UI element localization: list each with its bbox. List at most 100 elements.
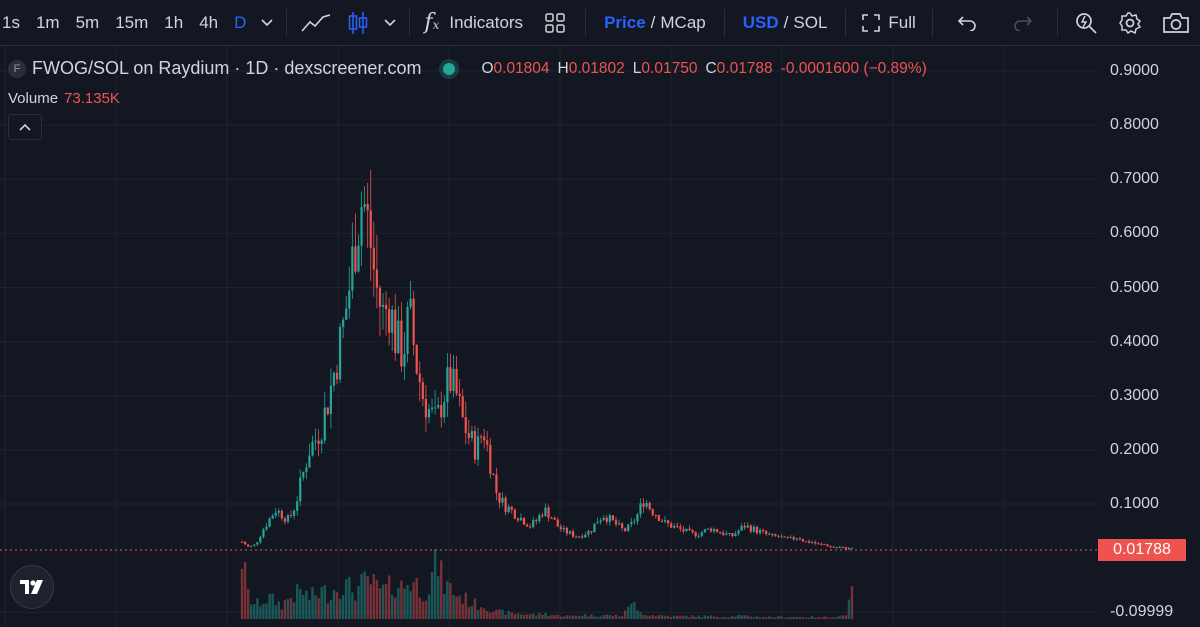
volume-bar bbox=[335, 592, 339, 619]
volume-bar bbox=[780, 616, 783, 619]
volume-bar bbox=[418, 597, 421, 619]
volume-bar bbox=[611, 615, 615, 619]
sol-option[interactable]: SOL bbox=[793, 12, 828, 32]
volume-bar bbox=[473, 598, 477, 619]
volume-bar bbox=[547, 616, 550, 619]
candle bbox=[360, 207, 363, 246]
full-label: Full bbox=[888, 12, 916, 32]
volume-bar bbox=[614, 614, 618, 619]
interval-4h[interactable]: 4h bbox=[199, 12, 219, 32]
volume-bar bbox=[847, 599, 851, 619]
candle bbox=[587, 531, 590, 535]
close-value: 0.01788 bbox=[716, 59, 773, 77]
volume-bar bbox=[584, 614, 587, 619]
candle bbox=[443, 402, 446, 418]
candle bbox=[547, 507, 550, 518]
candle bbox=[280, 510, 283, 519]
candle bbox=[694, 532, 697, 537]
layout-grid-icon[interactable] bbox=[531, 0, 579, 46]
currency-toggle[interactable]: USD / SOL bbox=[731, 0, 840, 46]
candle bbox=[777, 535, 780, 537]
candle bbox=[486, 440, 489, 445]
interval-1m[interactable]: 1m bbox=[35, 12, 60, 32]
interval-15m[interactable]: 15m bbox=[115, 12, 149, 32]
candles-icon[interactable] bbox=[339, 0, 377, 46]
high-value: 0.01802 bbox=[568, 59, 625, 77]
candle bbox=[535, 519, 538, 522]
price-axis[interactable]: 0.9000 0.8000 0.7000 0.6000 0.5000 0.4000 0.30… bbox=[1098, 46, 1200, 627]
interval-1s[interactable]: 1s bbox=[2, 12, 20, 32]
interval-1h[interactable]: 1h bbox=[164, 12, 184, 32]
candle bbox=[449, 367, 452, 391]
line-chart-icon[interactable] bbox=[293, 0, 339, 46]
candle bbox=[789, 537, 792, 539]
price-mcap-toggle[interactable]: Price / MCap bbox=[592, 0, 718, 46]
candle bbox=[421, 382, 424, 399]
candle bbox=[357, 245, 360, 272]
undo-icon[interactable] bbox=[939, 0, 995, 46]
camera-icon[interactable] bbox=[1152, 0, 1200, 46]
candle bbox=[578, 536, 581, 538]
candle bbox=[332, 372, 336, 386]
volume-bar bbox=[433, 549, 437, 619]
fullscreen-button[interactable]: Full bbox=[852, 0, 925, 46]
volume-bar bbox=[289, 597, 293, 619]
candle bbox=[795, 538, 798, 540]
price-option[interactable]: Price bbox=[604, 12, 646, 32]
chevron-down-icon[interactable] bbox=[254, 0, 280, 46]
candle bbox=[801, 539, 805, 542]
volume-bar bbox=[700, 617, 703, 619]
divider bbox=[409, 8, 411, 37]
volume-bar bbox=[636, 610, 639, 619]
candle bbox=[256, 542, 259, 545]
candle bbox=[648, 502, 651, 510]
usd-option[interactable]: USD bbox=[742, 12, 779, 32]
candle bbox=[522, 517, 526, 525]
volume-bar bbox=[838, 615, 841, 619]
candle bbox=[832, 546, 835, 548]
volume-bar bbox=[630, 603, 633, 619]
toggle-slash: / bbox=[783, 12, 789, 32]
tradingview-logo[interactable] bbox=[10, 565, 54, 609]
volume-bar bbox=[369, 584, 372, 619]
open-key: O bbox=[481, 59, 494, 77]
candle bbox=[381, 304, 385, 307]
candle bbox=[363, 204, 366, 208]
quick-search-icon[interactable] bbox=[1064, 0, 1108, 46]
volume-bar bbox=[470, 605, 474, 619]
collapse-legend-button[interactable] bbox=[8, 114, 42, 140]
interval-1d[interactable]: D bbox=[234, 12, 247, 32]
indicators-button[interactable]: fx Indicators bbox=[416, 0, 531, 46]
redo-icon[interactable] bbox=[995, 0, 1051, 46]
candle bbox=[786, 536, 789, 538]
mcap-option[interactable]: MCap bbox=[660, 12, 706, 32]
candle bbox=[838, 547, 841, 549]
volume-bar bbox=[452, 595, 455, 619]
volume-bar bbox=[305, 590, 308, 619]
volume-bar bbox=[841, 615, 845, 619]
interval-5m[interactable]: 5m bbox=[75, 12, 100, 32]
candle bbox=[394, 309, 397, 354]
chevron-down-icon[interactable] bbox=[377, 0, 403, 46]
status-dot-icon bbox=[443, 62, 456, 75]
function-icon: fx bbox=[424, 10, 440, 35]
volume-bar bbox=[718, 617, 722, 619]
gear-icon[interactable] bbox=[1108, 0, 1152, 46]
volume-bar bbox=[685, 615, 688, 619]
volume-bar bbox=[308, 600, 311, 619]
candle bbox=[250, 545, 253, 547]
candle bbox=[568, 531, 572, 534]
price-chart[interactable] bbox=[0, 46, 1098, 627]
candle bbox=[835, 547, 838, 549]
volume-bar bbox=[544, 612, 547, 619]
y-tick-label: 0.3000 bbox=[1110, 386, 1159, 404]
volume-bar bbox=[755, 616, 759, 619]
volume-bar bbox=[443, 594, 446, 619]
candle bbox=[532, 519, 535, 528]
volume-bar bbox=[366, 576, 369, 619]
candle bbox=[734, 533, 737, 537]
volume-bar bbox=[326, 603, 330, 619]
volume-bar bbox=[394, 597, 397, 619]
y-tick-label: 0.2000 bbox=[1110, 440, 1159, 458]
candle bbox=[737, 530, 740, 534]
